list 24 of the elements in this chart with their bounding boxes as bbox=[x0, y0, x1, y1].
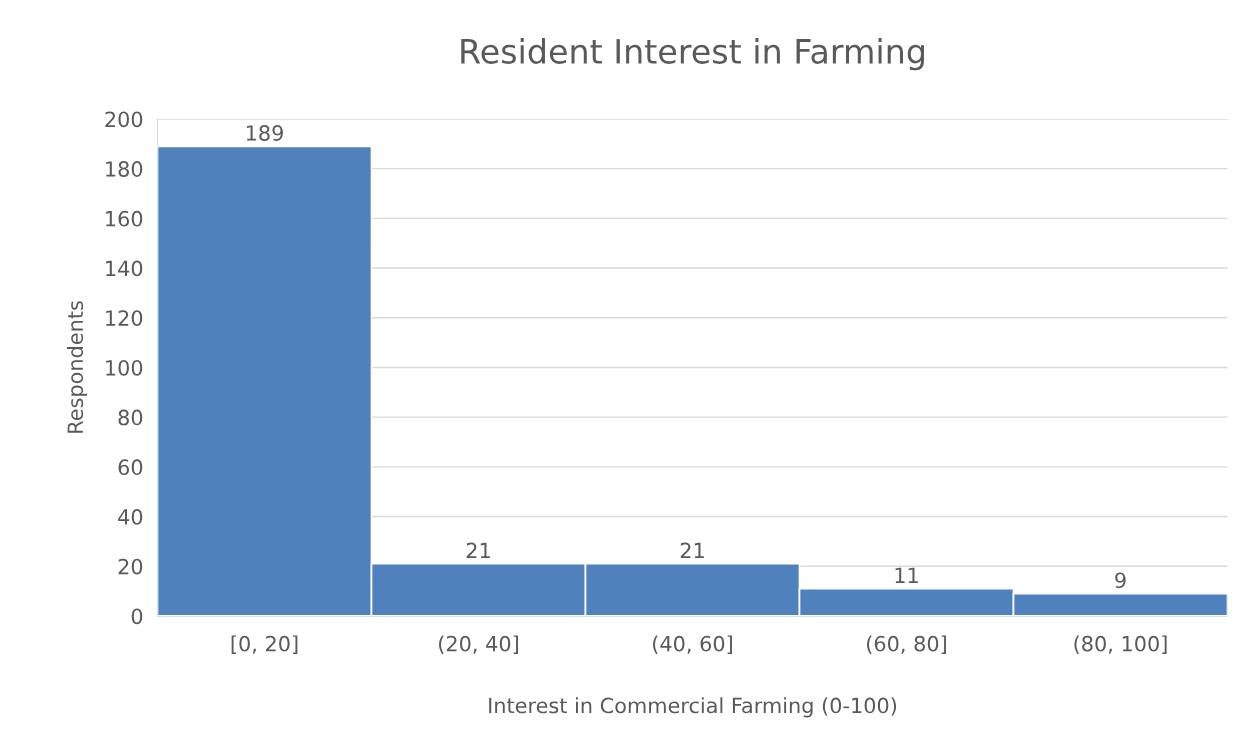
y-tick-label: 140 bbox=[106, 260, 143, 277]
y-tick-label: 200 bbox=[105, 111, 143, 128]
y-tick-label: 80 bbox=[118, 409, 143, 426]
chart-title: Resident Interest in Farming bbox=[461, 38, 924, 71]
data-label: 21 bbox=[680, 542, 704, 559]
x-tick-label: (80, 100] bbox=[1074, 635, 1167, 654]
x-tick-label: (40, 60] bbox=[653, 635, 732, 654]
y-tick-label: 40 bbox=[118, 509, 143, 525]
x-tick-label: (60, 80] bbox=[867, 635, 946, 654]
data-label: 11 bbox=[895, 567, 918, 583]
data-label: 189 bbox=[246, 125, 283, 141]
data-label: 21 bbox=[466, 542, 490, 559]
y-axis-title: Respondents bbox=[67, 301, 88, 433]
x-tick-label: (20, 40] bbox=[439, 635, 518, 654]
x-tick-label: [0, 20] bbox=[231, 635, 298, 654]
y-tick-label: 60 bbox=[118, 459, 143, 476]
y-tick-label: 180 bbox=[106, 161, 143, 177]
y-tick-label: 160 bbox=[106, 210, 143, 227]
y-tick-label: 120 bbox=[106, 310, 143, 326]
data-label: 9 bbox=[1115, 572, 1126, 589]
y-tick-label: 20 bbox=[118, 558, 143, 575]
x-axis-title: Interest in Commercial Farming (0-100) bbox=[489, 697, 897, 718]
y-tick-label: 0 bbox=[131, 608, 143, 625]
y-tick-label: 100 bbox=[106, 359, 143, 376]
